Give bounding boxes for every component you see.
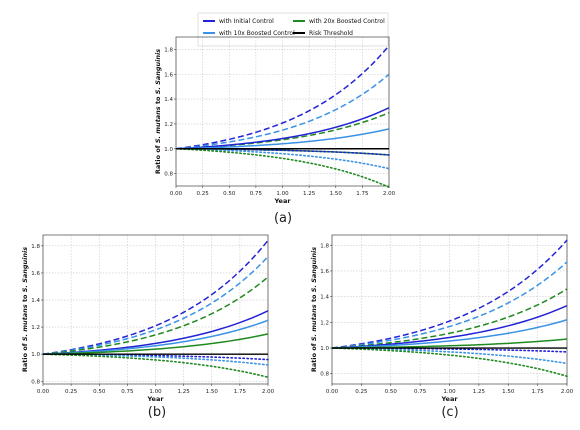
series-initial-dashed	[42, 239, 269, 355]
y-axis-label: Ratio of S. mutans to S. Sanguinis	[21, 247, 29, 372]
y-tick-label: 1.4	[320, 295, 329, 301]
x-tick-label: 1.75	[234, 389, 247, 395]
y-axis-label: Ratio of S. mutans to S. Sanguinis	[310, 247, 318, 372]
legend-label-10x: with 10x Boosted Control	[219, 30, 295, 37]
legend-label-20x: with 20x Boosted Control	[309, 18, 385, 25]
y-axis-label: Ratio of S. mutans to S. Sanguinis	[154, 49, 162, 174]
x-tick-label: 1.75	[532, 389, 545, 395]
legend: with Initial Control with 10x Boosted Co…	[197, 12, 389, 47]
x-tick-label: 1.25	[303, 191, 316, 197]
x-tick-label: 1.50	[330, 191, 343, 197]
series-20x-dashed	[331, 288, 568, 349]
y-tick-label: 1.8	[164, 47, 173, 53]
x-tick-label: 0.00	[326, 389, 339, 395]
y-tick-label: 1.6	[31, 271, 40, 277]
y-tick-label: 1.6	[164, 72, 173, 78]
y-tick-label: 1.2	[164, 122, 173, 128]
series-10x-solid	[175, 128, 390, 150]
y-tick-label: 1.8	[320, 243, 329, 249]
y-tick-label: 1.8	[31, 244, 40, 250]
x-axis-label: Year	[440, 395, 458, 403]
x-tick-label: 1.50	[206, 389, 219, 395]
legend-label-initial: with Initial Control	[219, 18, 274, 25]
x-tick-label: 2.00	[561, 389, 574, 395]
series-initial-dashed	[175, 45, 390, 150]
panel-label: (c)	[441, 405, 458, 420]
y-tick-label: 1.2	[31, 325, 40, 331]
x-tick-label: 0.50	[93, 389, 106, 395]
series-10x-dotted	[175, 147, 390, 170]
series-20x-dotted	[175, 147, 390, 189]
x-tick-label: 0.75	[250, 191, 263, 197]
y-tick-label: 0.8	[164, 172, 173, 178]
series-10x-dashed	[331, 261, 568, 349]
x-axis-label: Year	[146, 395, 164, 403]
legend-label-risk: Risk Threshold	[309, 30, 353, 37]
x-tick-label: 0.25	[65, 389, 78, 395]
series-20x-dotted	[42, 353, 269, 379]
x-tick-label: 2.00	[262, 389, 275, 395]
series-initial-solid	[331, 304, 568, 349]
x-axis-label: Year	[273, 197, 291, 205]
x-tick-label: 0.75	[121, 389, 134, 395]
x-tick-label: 1.50	[502, 389, 515, 395]
x-tick-label: 1.25	[178, 389, 191, 395]
series-20x-dashed	[42, 276, 269, 355]
x-tick-label: 2.00	[383, 191, 396, 197]
x-tick-label: 1.00	[149, 389, 162, 395]
x-tick-label: 0.00	[37, 389, 50, 395]
series-10x-dashed	[42, 256, 269, 355]
series-initial-solid	[175, 107, 390, 150]
x-tick-label: 0.25	[197, 191, 210, 197]
series-10x-solid	[331, 319, 568, 349]
x-tick-label: 1.25	[473, 389, 486, 395]
y-tick-label: 1.2	[320, 320, 329, 326]
x-tick-label: 1.00	[443, 389, 456, 395]
y-tick-label: 1.0	[31, 352, 40, 358]
y-tick-label: 0.8	[31, 379, 40, 385]
panel-label: (b)	[148, 405, 166, 420]
x-tick-label: 0.75	[414, 389, 427, 395]
y-tick-label: 1.0	[320, 346, 329, 352]
x-tick-label: 0.50	[223, 191, 236, 197]
x-tick-label: 1.75	[356, 191, 369, 197]
series-initial-dotted	[331, 347, 568, 353]
y-tick-label: 1.4	[164, 97, 173, 103]
x-tick-label: 0.50	[385, 389, 398, 395]
legend-box	[197, 12, 389, 47]
chart-panel-1: 0.00 0.25 0.50 0.75 1.00 1.25 1.50 1.75 2.00 0.8 1…	[154, 36, 396, 226]
y-tick-label: 1.0	[164, 147, 173, 153]
x-tick-label: 0.00	[170, 191, 183, 197]
series-initial-dashed	[331, 239, 568, 349]
y-tick-label: 1.6	[320, 269, 329, 275]
x-tick-label: 0.25	[355, 389, 368, 395]
series-20x-dotted	[331, 347, 568, 378]
series-10x-dotted	[331, 347, 568, 365]
chart-panel-2: 0.00 0.25 0.50 0.75 1.00 1.25 1.50 1.75 2.00 0.8 1…	[21, 234, 275, 420]
y-tick-label: 0.8	[320, 372, 329, 378]
series-10x-dashed	[175, 73, 390, 150]
series-20x-solid	[42, 333, 269, 355]
x-tick-label: 1.00	[276, 191, 289, 197]
panel-label: (a)	[274, 211, 292, 226]
chart-panel-3: 0.00 0.25 0.50 0.75 1.00 1.25 1.50 1.75 2.00 0.8 1…	[310, 234, 574, 420]
y-tick-label: 1.4	[31, 298, 40, 304]
